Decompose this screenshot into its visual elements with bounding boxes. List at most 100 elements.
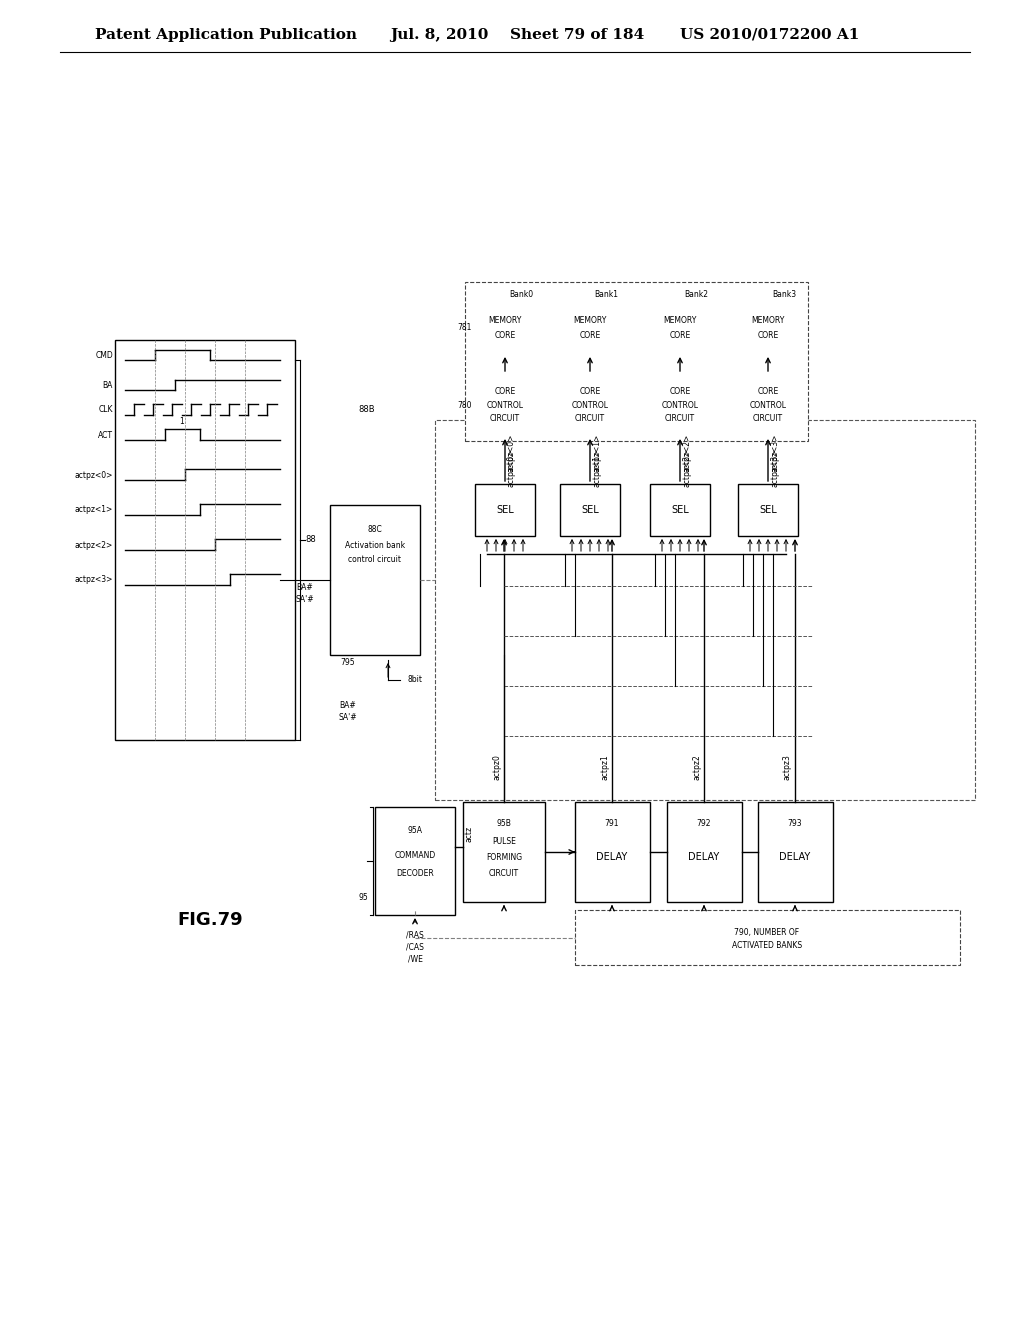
Text: 95B: 95B	[497, 820, 511, 829]
Text: ACT: ACT	[98, 430, 113, 440]
Text: CONTROL: CONTROL	[571, 400, 608, 409]
Bar	[475, 302, 535, 354]
Text: CORE: CORE	[580, 387, 601, 396]
Text: 791: 791	[605, 820, 620, 829]
Bar	[560, 302, 620, 354]
Text: actpz3: actpz3	[783, 754, 792, 780]
Text: actpz<1>: actpz<1>	[75, 506, 113, 515]
Text: SA'#: SA'#	[296, 595, 314, 605]
Text: actpz<2>: actpz<2>	[75, 540, 113, 549]
Text: CONTROL: CONTROL	[750, 400, 786, 409]
Text: BA#: BA#	[340, 701, 356, 710]
Text: SEL: SEL	[496, 506, 514, 515]
Text: 1: 1	[179, 417, 184, 426]
Text: 793: 793	[787, 820, 803, 829]
Bar	[463, 803, 545, 902]
Text: actpz0: actpz0	[492, 754, 501, 780]
Text: ACTIVATED BANKS: ACTIVATED BANKS	[732, 940, 802, 949]
Text: CORE: CORE	[758, 331, 778, 341]
Bar	[330, 506, 420, 655]
Text: BA: BA	[102, 380, 113, 389]
Text: 8bit: 8bit	[408, 676, 423, 685]
Text: FORMING: FORMING	[486, 853, 522, 862]
Bar	[650, 302, 710, 354]
Text: 795: 795	[340, 657, 354, 667]
Text: Bank3: Bank3	[772, 290, 796, 300]
Text: 780: 780	[458, 400, 472, 409]
Text: 88: 88	[305, 536, 315, 544]
Text: actpz<0>: actpz<0>	[507, 434, 516, 473]
Text: Sheet 79 of 184: Sheet 79 of 184	[510, 28, 644, 42]
Text: 88B: 88B	[358, 405, 375, 414]
Bar	[435, 420, 975, 800]
Text: actz: actz	[465, 826, 474, 842]
Text: CONTROL: CONTROL	[486, 400, 523, 409]
Text: actpz2: actpz2	[692, 754, 701, 780]
Text: actpz<1>: actpz<1>	[592, 449, 601, 487]
Text: Patent Application Publication: Patent Application Publication	[95, 28, 357, 42]
Bar	[575, 803, 650, 902]
Text: PULSE: PULSE	[493, 837, 516, 846]
Text: CORE: CORE	[758, 387, 778, 396]
Text: COMMAND: COMMAND	[394, 851, 435, 861]
Text: actpz<3>: actpz<3>	[770, 449, 779, 487]
Text: actpz<0>: actpz<0>	[507, 449, 516, 487]
Text: /CAS: /CAS	[407, 942, 424, 952]
Text: Jul. 8, 2010: Jul. 8, 2010	[390, 28, 488, 42]
Text: US 2010/0172200 A1: US 2010/0172200 A1	[680, 28, 859, 42]
Text: SEL: SEL	[582, 506, 599, 515]
Text: 792: 792	[696, 820, 712, 829]
Text: CIRCUIT: CIRCUIT	[753, 414, 783, 424]
Text: actpz<0>: actpz<0>	[75, 470, 113, 479]
Text: DELAY: DELAY	[596, 851, 628, 862]
Bar	[115, 341, 295, 741]
Text: control circuit: control circuit	[348, 556, 401, 565]
Text: actpz<2>: actpz<2>	[682, 434, 691, 473]
Text: SEL: SEL	[671, 506, 689, 515]
Text: 790, NUMBER OF: 790, NUMBER OF	[734, 928, 800, 937]
Bar	[465, 282, 808, 441]
Text: BA#: BA#	[297, 583, 313, 593]
Text: MEMORY: MEMORY	[488, 315, 521, 325]
Bar	[475, 374, 535, 436]
Text: DELAY: DELAY	[688, 851, 720, 862]
Text: CORE: CORE	[495, 387, 516, 396]
Text: CORE: CORE	[495, 331, 516, 341]
Bar	[560, 484, 620, 536]
Text: 95: 95	[358, 892, 368, 902]
Text: 88C: 88C	[368, 525, 382, 535]
Text: 95A: 95A	[408, 826, 423, 836]
Bar	[738, 374, 798, 436]
Text: /WE: /WE	[408, 954, 423, 964]
Text: CORE: CORE	[670, 331, 690, 341]
Text: DECODER: DECODER	[396, 870, 434, 879]
Bar	[667, 803, 742, 902]
Bar	[650, 374, 710, 436]
Bar	[650, 484, 710, 536]
Text: Activation bank: Activation bank	[345, 540, 406, 549]
Text: CIRCUIT: CIRCUIT	[574, 414, 605, 424]
Text: Bank1: Bank1	[594, 290, 618, 300]
Text: actpz<1>: actpz<1>	[592, 434, 601, 473]
Text: FIG.79: FIG.79	[177, 911, 243, 929]
Text: SEL: SEL	[759, 506, 777, 515]
Text: DELAY: DELAY	[779, 851, 811, 862]
Text: Bank0: Bank0	[509, 290, 534, 300]
Bar	[738, 484, 798, 536]
Text: MEMORY: MEMORY	[573, 315, 606, 325]
Bar	[560, 374, 620, 436]
Text: CIRCUIT: CIRCUIT	[489, 414, 520, 424]
Text: actpz<3>: actpz<3>	[770, 434, 779, 473]
Text: 781: 781	[458, 323, 472, 333]
Text: /RAS: /RAS	[407, 931, 424, 940]
Bar	[475, 484, 535, 536]
Bar	[758, 803, 833, 902]
Text: SA'#: SA'#	[339, 713, 357, 722]
Text: actpz1: actpz1	[600, 754, 609, 780]
Text: Bank2: Bank2	[684, 290, 708, 300]
Bar	[375, 807, 455, 915]
Text: CIRCUIT: CIRCUIT	[488, 870, 519, 879]
Text: actpz<3>: actpz<3>	[75, 576, 113, 585]
Text: MEMORY: MEMORY	[664, 315, 696, 325]
Text: CORE: CORE	[670, 387, 690, 396]
